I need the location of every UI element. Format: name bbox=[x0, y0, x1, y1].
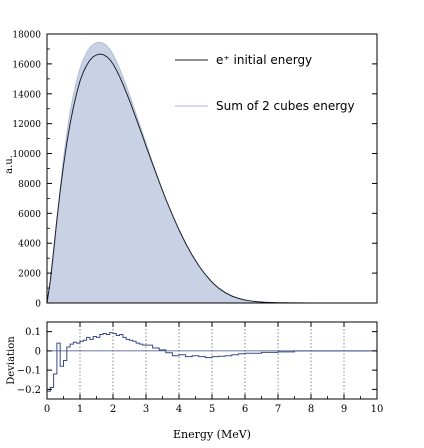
legend-label-sum-of-2-cubes: Sum of 2 cubes energy bbox=[216, 99, 355, 113]
energy-spectrum-panel: 0 2000 4000 6000 8000 10000 12000 14000 16000 180… bbox=[4, 31, 378, 310]
top-y-tick-label: 16000 bbox=[12, 60, 41, 70]
top-y-tick-label: 10000 bbox=[12, 150, 41, 160]
series-sum-of-2-cubes-fill bbox=[46, 41, 378, 304]
top-y-tick-label: 6000 bbox=[18, 210, 41, 220]
legend-label-positron-initial: e⁺ initial energy bbox=[216, 53, 312, 67]
top-y-tick-label: 4000 bbox=[18, 240, 41, 250]
bottom-y-tick-label: −0.1 bbox=[17, 366, 41, 377]
bottom-x-tick-label: 9 bbox=[341, 404, 347, 415]
bottom-x-tick-label: 1 bbox=[77, 404, 83, 415]
series-deviation-step bbox=[47, 332, 377, 392]
top-y-axis-label: a.u. bbox=[4, 155, 15, 174]
bottom-x-tick-label: 8 bbox=[308, 404, 314, 415]
top-y-tick-label: 14000 bbox=[12, 90, 41, 100]
bottom-x-tick-label: 7 bbox=[275, 404, 281, 415]
bottom-x-tick-label: 5 bbox=[209, 404, 215, 415]
top-y-tick-label: 12000 bbox=[12, 120, 41, 130]
series-positron-initial-line bbox=[46, 53, 378, 304]
bottom-x-tick-label: 4 bbox=[176, 404, 182, 415]
bottom-x-tick-label: 3 bbox=[143, 404, 149, 415]
top-y-tick-label: 2000 bbox=[18, 270, 41, 280]
bottom-grid-lines bbox=[79, 322, 345, 399]
bottom-x-ticks: 0 1 2 3 4 5 6 7 8 9 10 bbox=[44, 322, 384, 415]
x-axis-label: Energy (MeV) bbox=[173, 428, 251, 441]
bottom-x-tick-label: 6 bbox=[242, 404, 248, 415]
top-y-tick-label: 0 bbox=[35, 300, 41, 310]
bottom-y-axis-label: Deviation bbox=[6, 336, 17, 385]
bottom-x-tick-label: 2 bbox=[110, 404, 116, 415]
bottom-y-tick-label: −0.2 bbox=[17, 385, 41, 396]
bottom-y-ticks: 0.1 0 −0.1 −0.2 bbox=[17, 327, 377, 396]
bottom-y-tick-label: 0.1 bbox=[25, 327, 41, 338]
top-y-tick-label: 8000 bbox=[18, 180, 41, 190]
bottom-x-tick-label: 0 bbox=[44, 404, 50, 415]
top-y-ticks: 0 2000 4000 6000 8000 10000 12000 14000 16000 180… bbox=[12, 31, 377, 310]
legend: e⁺ initial energy Sum of 2 cubes energy bbox=[175, 53, 355, 113]
bottom-y-tick-label: 0 bbox=[35, 346, 41, 357]
deviation-panel: 0.1 0 −0.1 −0.2 0 1 2 3 4 5 6 7 8 9 10 Deviation Ener… bbox=[6, 321, 384, 441]
bottom-x-tick-label: 10 bbox=[371, 404, 384, 415]
top-y-tick-label: 18000 bbox=[12, 31, 41, 41]
